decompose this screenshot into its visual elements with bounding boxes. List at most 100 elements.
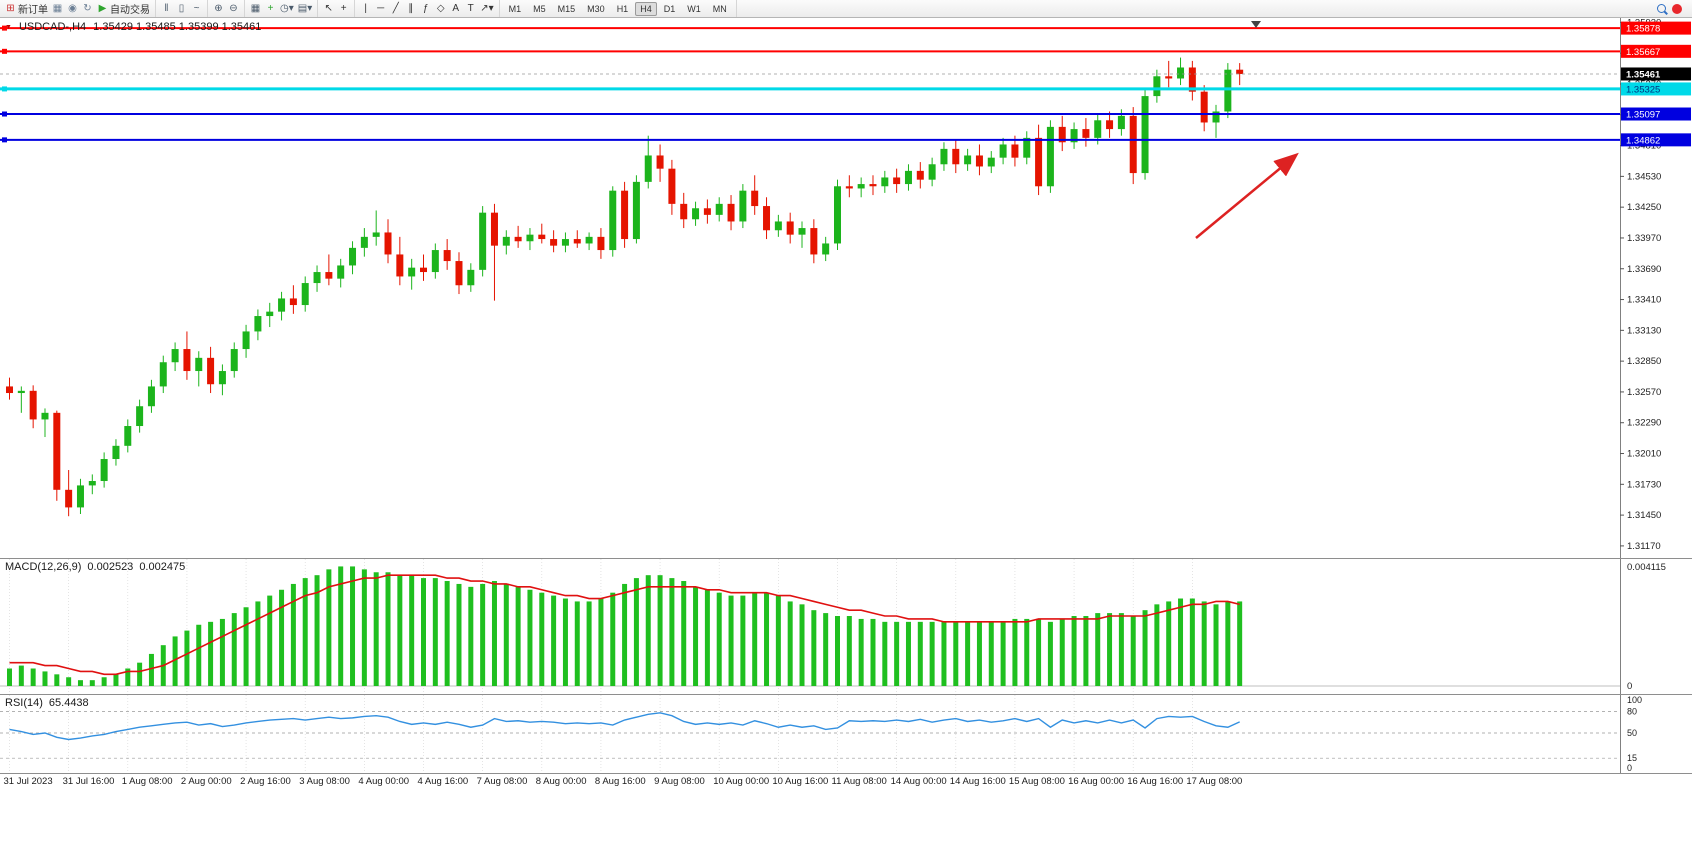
cursor-button[interactable]: ↖ — [321, 1, 336, 17]
timeframe-d1[interactable]: D1 — [663, 3, 676, 14]
macd-canvas[interactable]: 0.004115 0 — [0, 559, 1692, 694]
toolbar-group-manage: ▦ + ◷▾ ▤▾ — [245, 0, 319, 17]
trendline-button[interactable]: ╱ — [388, 1, 403, 17]
svg-text:80: 80 — [1627, 706, 1637, 716]
timeframe-mn[interactable]: MN — [712, 3, 727, 14]
new-order-button-label: 新订单 — [18, 5, 48, 16]
time-axis-label: 2 Aug 16:00 — [240, 776, 291, 787]
pane-separator-rsi[interactable] — [0, 694, 1692, 695]
indicators-button[interactable]: + — [263, 1, 278, 17]
indicators-icon: + — [267, 2, 274, 14]
autotrading-icon: ▶ — [98, 2, 107, 14]
market-depth-button[interactable]: ◉ — [65, 1, 80, 17]
svg-text:1.31450: 1.31450 — [1627, 510, 1661, 521]
search-icon[interactable] — [1657, 4, 1666, 13]
chart-shift-marker[interactable] — [1251, 21, 1261, 28]
svg-text:1.34862: 1.34862 — [1626, 135, 1660, 146]
time-axis-label: 4 Aug 16:00 — [417, 776, 469, 787]
tile-windows-icon: ▦ — [250, 2, 261, 14]
label-button[interactable]: T — [463, 1, 478, 17]
timeframe-w1[interactable]: W1 — [687, 3, 701, 14]
svg-text:1.32850: 1.32850 — [1627, 356, 1661, 367]
svg-text:15: 15 — [1627, 753, 1637, 763]
time-axis-label: 10 Aug 00:00 — [713, 776, 770, 787]
time-axis-label: 9 Aug 08:00 — [654, 776, 705, 787]
label-icon: T — [467, 2, 474, 14]
timeframe-m1[interactable]: M1 — [508, 3, 522, 14]
toolbar-groups: ⊞ 新订单 ▦ ◉ ↻ ▶ 自动交易 ‖ ▯ ~ ⊕ ⊖ ▦ + ◷▾ ▤▾ ↖ + | ─ ╱ ∥ ƒ ◇ A T ↗▾ M1 M5 M… — [0, 0, 737, 17]
price-axis: 1.359301.356501.353701.350901.348101.345… — [1620, 18, 1661, 552]
rsi-line — [9, 712, 1240, 741]
arrows-button[interactable]: ↗▾ — [478, 1, 495, 17]
horizontal-line-button[interactable]: ─ — [373, 1, 388, 17]
time-axis[interactable]: 31 Jul 2023 31 Jul 16:00 1 Aug 08:00 2 Aug … — [0, 773, 1692, 790]
line-chart-icon: ~ — [193, 2, 200, 14]
svg-text:1.35097: 1.35097 — [1626, 110, 1660, 121]
vertical-line-icon: | — [364, 2, 368, 14]
tile-windows-button[interactable]: ▦ — [248, 1, 263, 17]
svg-text:1.31730: 1.31730 — [1627, 479, 1661, 490]
autotrading-button-label: 自动交易 — [110, 5, 150, 16]
chart-ohlc-text: 1.35429 1.35485 1.35399 1.35461 — [93, 21, 262, 33]
channel-button[interactable]: ∥ — [403, 1, 418, 17]
toolbar-group-trade: ⊞ 新订单 ▦ ◉ ↻ ▶ 自动交易 — [0, 0, 156, 17]
timeframe-h1[interactable]: H1 — [616, 3, 629, 14]
zoom-out-button[interactable]: ⊖ — [226, 1, 241, 17]
time-axis-label: 8 Aug 16:00 — [594, 776, 646, 787]
rsi-grid — [9, 695, 1193, 773]
templates-button[interactable]: ▤▾ — [296, 1, 314, 17]
cursor-icon: ↖ — [324, 2, 333, 14]
time-axis-label: 17 Aug 08:00 — [1186, 776, 1243, 787]
autotrading-button[interactable]: ▶ 自动交易 — [95, 1, 152, 17]
toolbar-group-chart-type: ‖ ▯ ~ — [156, 0, 208, 17]
crosshair-button[interactable]: + — [336, 1, 351, 17]
fibonacci-button[interactable]: ƒ — [418, 1, 433, 17]
level-handle[interactable] — [2, 111, 7, 117]
main-chart-canvas[interactable]: 1.359301.356501.353701.350901.348101.345… — [0, 18, 1692, 558]
notification-icon[interactable] — [1672, 3, 1682, 14]
rsi-value: 65.4438 — [48, 697, 89, 709]
periods-button[interactable]: ◷▾ — [278, 1, 296, 17]
line-chart-button[interactable]: ~ — [189, 1, 204, 17]
crosshair-icon: + — [340, 2, 347, 14]
svg-text:1.34250: 1.34250 — [1627, 202, 1661, 213]
candlestick-button[interactable]: ▯ — [174, 1, 189, 17]
text-button[interactable]: A — [448, 1, 463, 17]
chart-symbol-header: ▼ USDCAD-,H4 1.35429 1.35485 1.35399 1.3… — [5, 21, 261, 33]
timeframe-h4[interactable]: H4 — [635, 1, 657, 16]
macd-pane: 0.004115 0 MACD(12,26,9) 0.002523 0.00247… — [0, 559, 1692, 694]
timeframe-m30[interactable]: M30 — [587, 3, 605, 14]
svg-text:1.33970: 1.33970 — [1627, 233, 1661, 244]
svg-text:100: 100 — [1627, 695, 1642, 705]
pane-separator-macd[interactable] — [0, 558, 1692, 559]
arrows-icon: ↗▾ — [480, 2, 494, 14]
macd-signal-line — [9, 574, 1240, 676]
toolbar-group-pointer: ↖ + — [318, 0, 356, 17]
level-handle[interactable] — [2, 86, 7, 92]
level-handle[interactable] — [2, 137, 7, 143]
svg-text:1.32570: 1.32570 — [1627, 387, 1661, 398]
svg-text:0: 0 — [1627, 763, 1632, 773]
zoom-in-button[interactable]: ⊕ — [211, 1, 226, 17]
toolbar: ⊞ 新订单 ▦ ◉ ↻ ▶ 自动交易 ‖ ▯ ~ ⊕ ⊖ ▦ + ◷▾ ▤▾ ↖ + | ─ ╱ ∥ ƒ ◇ A T ↗▾ M1 M5 M… — [0, 0, 1692, 18]
refresh-button[interactable]: ↻ — [80, 1, 95, 17]
price-level-label — [1621, 44, 1691, 58]
charts-button[interactable]: ▦ — [50, 1, 65, 17]
timeframe-m15[interactable]: M15 — [557, 3, 576, 14]
bar-chart-button[interactable]: ‖ — [159, 1, 174, 17]
vertical-line-button[interactable]: | — [358, 1, 373, 17]
new-order-button[interactable]: ⊞ 新订单 — [3, 1, 50, 17]
price-level-label — [1621, 133, 1691, 147]
macd-value-main: 0.002523 — [87, 561, 134, 573]
candles-layer — [6, 57, 1244, 517]
trend-arrow[interactable] — [1195, 152, 1299, 239]
price-level-label — [1621, 107, 1691, 121]
shapes-button[interactable]: ◇ — [433, 1, 448, 17]
level-handle[interactable] — [2, 25, 7, 31]
timeframe-m5[interactable]: M5 — [533, 3, 546, 14]
market-depth-icon: ◉ — [68, 2, 77, 14]
level-handle[interactable] — [2, 48, 7, 54]
zoom-out-icon: ⊖ — [229, 2, 238, 14]
time-axis-label: 10 Aug 16:00 — [772, 776, 829, 787]
